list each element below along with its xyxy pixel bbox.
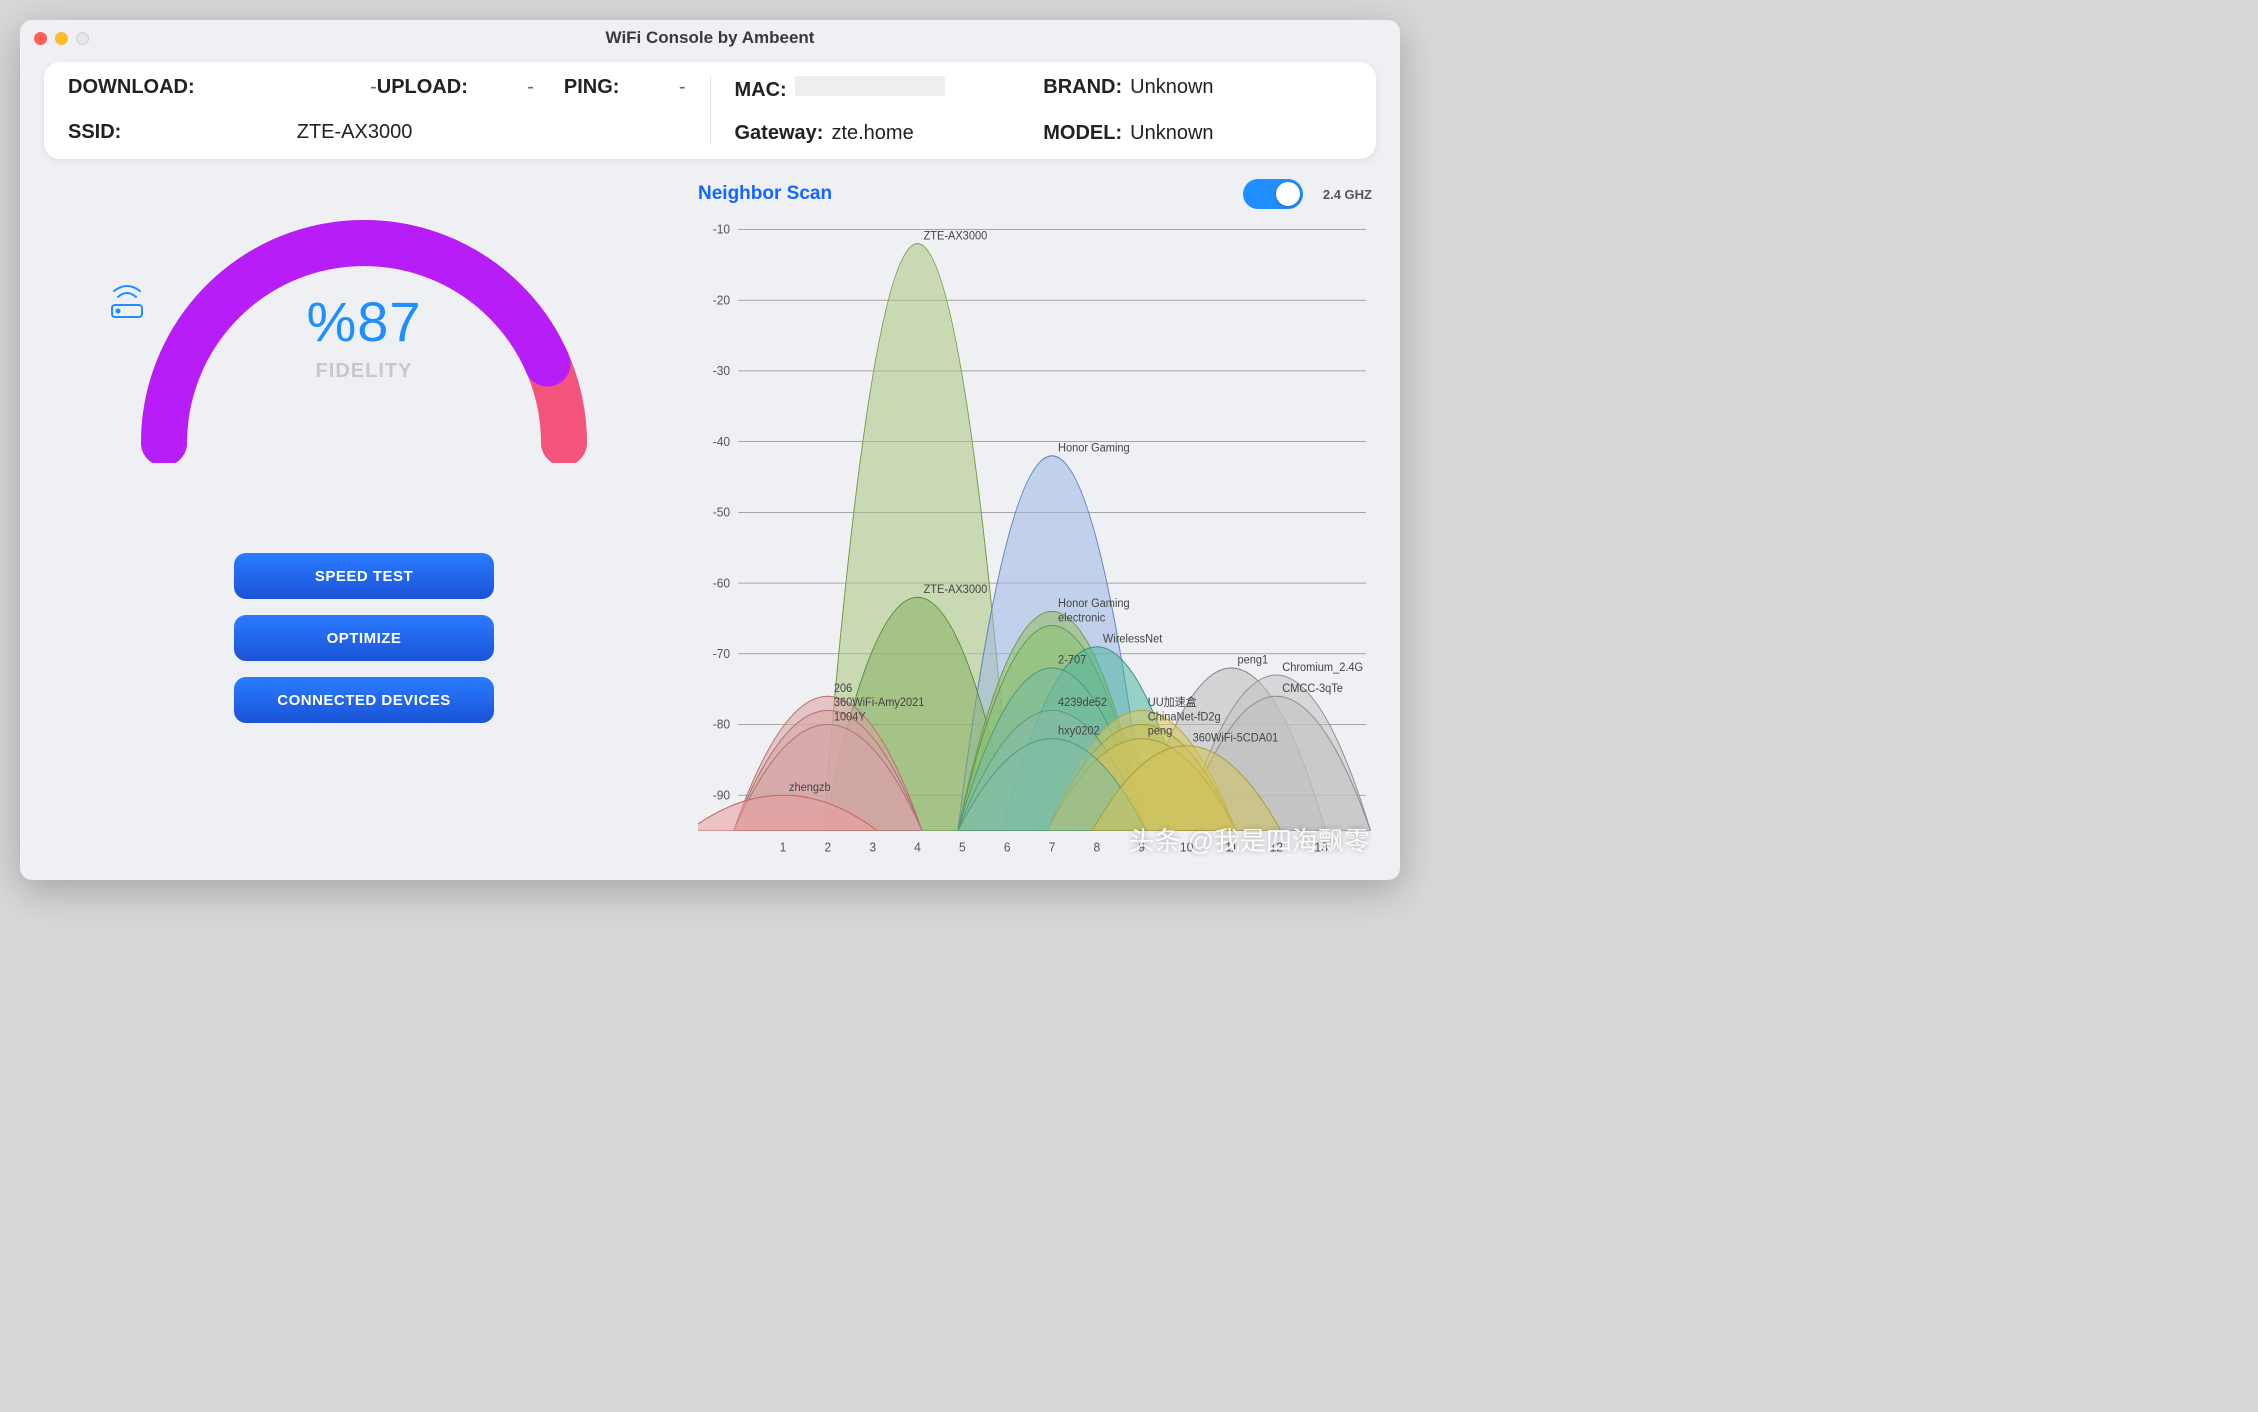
app-window: WiFi Console by Ambeent DOWNLOAD: - UPLO… [20, 20, 1400, 880]
brand-value: Unknown [1130, 76, 1213, 99]
info-divider [710, 76, 711, 145]
model-value: Unknown [1130, 122, 1213, 145]
band-toggle-switch[interactable] [1243, 179, 1303, 209]
ssid-value-cell: ZTE-AX3000 [297, 121, 686, 146]
svg-text:-30: -30 [713, 364, 731, 378]
ping-value: - [679, 76, 686, 99]
svg-text:-60: -60 [713, 576, 731, 590]
neighbor-scan-chart: -10-20-30-40-50-60-70-80-901234567891011… [694, 219, 1376, 860]
model-label: MODEL: [1043, 122, 1122, 145]
svg-text:11: 11 [1225, 840, 1238, 854]
svg-text:-40: -40 [713, 435, 731, 449]
brand-label: BRAND: [1043, 76, 1122, 99]
svg-text:CMCC-3qTe: CMCC-3qTe [1282, 683, 1343, 695]
svg-text:13: 13 [1314, 840, 1328, 854]
svg-text:5: 5 [959, 840, 966, 854]
svg-text:9: 9 [1138, 840, 1145, 854]
svg-text:206: 206 [834, 683, 852, 695]
svg-text:1004Y: 1004Y [834, 711, 866, 723]
optimize-button[interactable]: OPTIMIZE [234, 615, 494, 661]
svg-text:-70: -70 [713, 647, 731, 661]
svg-text:-10: -10 [713, 222, 731, 236]
svg-text:-90: -90 [713, 788, 731, 802]
brand-stat: BRAND: Unknown [1043, 76, 1352, 102]
svg-text:peng1: peng1 [1237, 655, 1268, 667]
svg-text:4239de52: 4239de52 [1058, 697, 1107, 709]
upload-value: - [527, 76, 534, 99]
ping-label: PING: [564, 76, 620, 99]
svg-text:WirelessNet: WirelessNet [1103, 633, 1163, 645]
mac-value [795, 76, 945, 96]
action-buttons: SPEED TEST OPTIMIZE CONNECTED DEVICES [234, 553, 494, 723]
svg-text:Chromium_2.4G: Chromium_2.4G [1282, 662, 1363, 674]
svg-text:2: 2 [824, 840, 831, 854]
svg-text:8: 8 [1094, 840, 1101, 854]
gateway-stat: Gateway: zte.home [735, 122, 1044, 145]
ssid-label: SSID: [68, 121, 121, 144]
gateway-label: Gateway: [735, 122, 824, 145]
upload-ping-stat: UPLOAD: - PING: - [377, 76, 686, 101]
download-stat: DOWNLOAD: - [68, 76, 377, 101]
ssid-value: ZTE-AX3000 [297, 121, 413, 144]
svg-text:electronic: electronic [1058, 612, 1105, 624]
svg-text:ZTE-AX3000: ZTE-AX3000 [924, 584, 988, 596]
svg-text:UU加速盒: UU加速盒 [1148, 695, 1197, 709]
svg-text:2-707: 2-707 [1058, 655, 1086, 667]
speed-test-button[interactable]: SPEED TEST [234, 553, 494, 599]
download-value: - [370, 76, 377, 99]
svg-text:3: 3 [869, 840, 876, 854]
svg-text:zhengzb: zhengzb [789, 782, 831, 794]
connected-devices-button[interactable]: CONNECTED DEVICES [234, 677, 494, 723]
fidelity-panel: %87 FIDELITY SPEED TEST OPTIMIZE CONNECT… [44, 173, 684, 860]
window-title: WiFi Console by Ambeent [20, 28, 1400, 48]
scan-header: Neighbor Scan 2.4 GHZ [694, 173, 1376, 219]
svg-text:-20: -20 [713, 293, 731, 307]
scan-title: Neighbor Scan [698, 183, 832, 205]
svg-text:hxy0202: hxy0202 [1058, 725, 1100, 737]
svg-text:ZTE-AX3000: ZTE-AX3000 [924, 230, 988, 242]
svg-text:1: 1 [780, 840, 787, 854]
model-stat: MODEL: Unknown [1043, 122, 1352, 145]
fidelity-label: FIDELITY [316, 360, 413, 383]
svg-text:360WiFi-Amy2021: 360WiFi-Amy2021 [834, 697, 925, 709]
svg-text:360WiFi-5CDA01: 360WiFi-5CDA01 [1193, 732, 1279, 744]
band-label: 2.4 GHZ [1323, 187, 1372, 202]
svg-text:peng: peng [1148, 725, 1173, 737]
svg-text:10: 10 [1180, 840, 1194, 854]
svg-text:ChinaNet-fD2g: ChinaNet-fD2g [1148, 711, 1221, 723]
fidelity-gauge: %87 FIDELITY [104, 183, 624, 463]
svg-text:-50: -50 [713, 505, 731, 519]
main-area: %87 FIDELITY SPEED TEST OPTIMIZE CONNECT… [20, 173, 1400, 880]
svg-text:4: 4 [914, 840, 921, 854]
title-bar: WiFi Console by Ambeent [20, 20, 1400, 56]
info-card: DOWNLOAD: - UPLOAD: - PING: - SSID: ZTE-… [44, 62, 1376, 159]
fidelity-percent: %87 [306, 289, 421, 354]
upload-label: UPLOAD: [377, 76, 468, 99]
download-label: DOWNLOAD: [68, 76, 195, 99]
svg-text:7: 7 [1049, 840, 1056, 854]
mac-stat: MAC: [735, 76, 1044, 102]
svg-text:Honor Gaming: Honor Gaming [1058, 442, 1130, 454]
svg-text:6: 6 [1004, 840, 1011, 854]
gateway-value: zte.home [831, 122, 913, 145]
svg-text:-80: -80 [713, 717, 731, 731]
mac-label: MAC: [735, 79, 787, 102]
svg-text:12: 12 [1270, 840, 1284, 854]
svg-text:Honor Gaming: Honor Gaming [1058, 598, 1130, 610]
neighbor-scan-panel: Neighbor Scan 2.4 GHZ -10 -20 -30 -40 -50 -60… [694, 173, 1376, 860]
